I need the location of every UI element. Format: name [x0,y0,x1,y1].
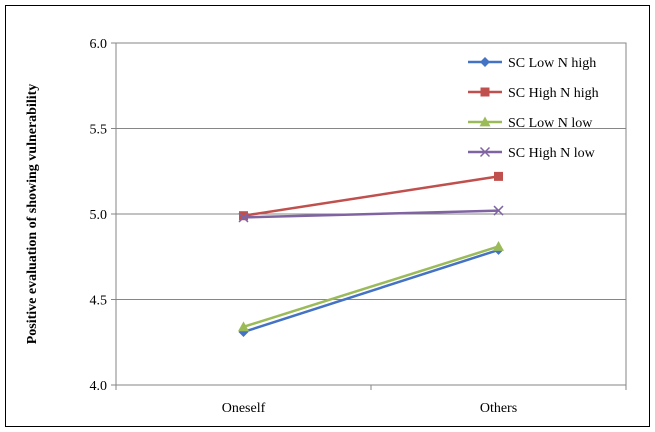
legend-item: SC High N low [468,146,596,161]
y-tick-label: 6.0 [90,37,108,52]
legend-label: SC High N low [508,146,596,161]
series [238,171,504,337]
data-point [239,211,248,221]
legend-item: SC High N high [468,86,599,101]
series-4 [238,205,504,223]
series-2 [239,171,503,221]
y-axis-label: Positive evaluation of showing vulnerabi… [25,84,40,345]
y-tick-label: 5.0 [90,208,108,223]
legend-marker [479,116,491,127]
data-point [493,240,504,251]
y-tick-label: 5.5 [90,123,108,138]
legend-item: SC Low N low [468,116,593,131]
x-tick-label: Oneself [222,401,266,416]
legend-label: SC High N high [508,86,599,101]
y-tick-label: 4.0 [90,379,108,394]
chart-container: 4.0 4.5 5.0 5.5 6.0 Oneself Others Positive e… [5,5,650,427]
series-line [243,248,499,334]
data-point [494,171,503,181]
legend-label: SC Low N high [508,56,596,71]
series-line [243,245,499,329]
legend-label: SC Low N low [508,116,593,131]
data-point [238,212,249,223]
legend-item: SC Low N high [468,56,596,71]
legend: SC Low N high SC High N high SC Low N low S… [468,56,599,161]
legend-marker [480,87,490,97]
legend-marker [479,146,491,158]
line-chart: 4.0 4.5 5.0 5.5 6.0 Oneself Others Positive e… [25,37,627,416]
y-tick-label: 4.5 [90,294,108,309]
y-axis-ticks: 4.0 4.5 5.0 5.5 6.0 [90,37,116,394]
series-line [243,175,499,217]
x-tick-label: Others [480,401,517,416]
series-line [243,209,499,219]
legend-marker [480,57,490,67]
series-3 [238,240,504,332]
x-axis-ticks: Oneself Others [115,385,627,416]
data-point [493,205,504,216]
data-point [238,321,249,332]
